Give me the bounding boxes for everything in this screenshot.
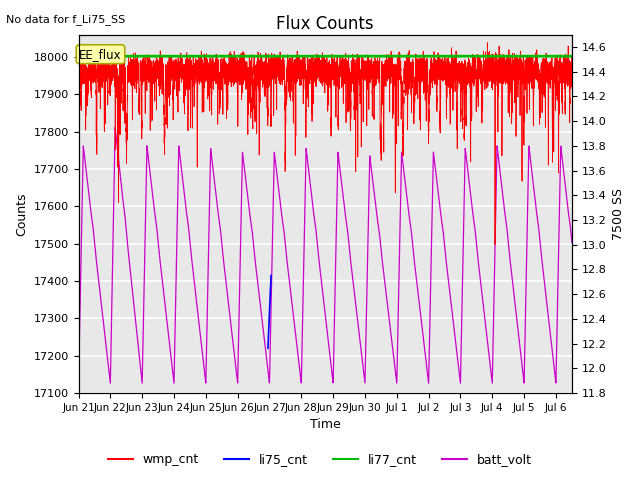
Y-axis label: 7500 SS: 7500 SS [612,188,625,240]
Y-axis label: Counts: Counts [15,192,28,236]
Title: Flux Counts: Flux Counts [276,15,374,33]
Legend: wmp_cnt, li75_cnt, li77_cnt, batt_volt: wmp_cnt, li75_cnt, li77_cnt, batt_volt [103,448,537,471]
Text: EE_flux: EE_flux [79,48,122,60]
X-axis label: Time: Time [310,419,340,432]
Text: No data for f_Li75_SS: No data for f_Li75_SS [6,14,125,25]
